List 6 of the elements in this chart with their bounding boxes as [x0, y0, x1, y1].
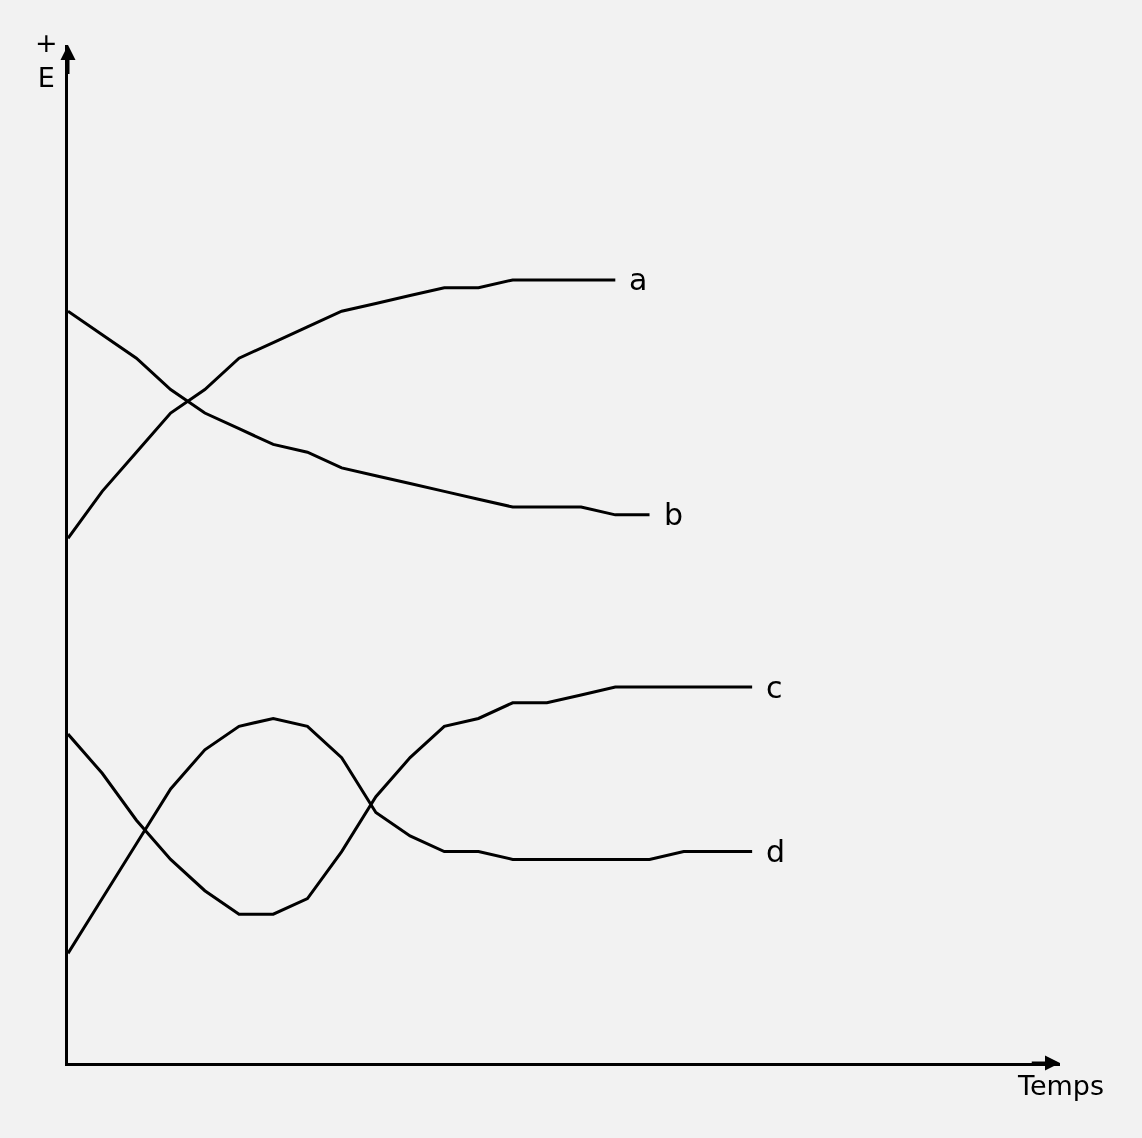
text: + E: [35, 27, 58, 94]
series-label: d: [766, 834, 786, 869]
series-label: b: [664, 497, 684, 532]
text: Temps: [1017, 1070, 1105, 1101]
series-label: a: [629, 262, 648, 297]
series-label: c: [766, 670, 783, 705]
